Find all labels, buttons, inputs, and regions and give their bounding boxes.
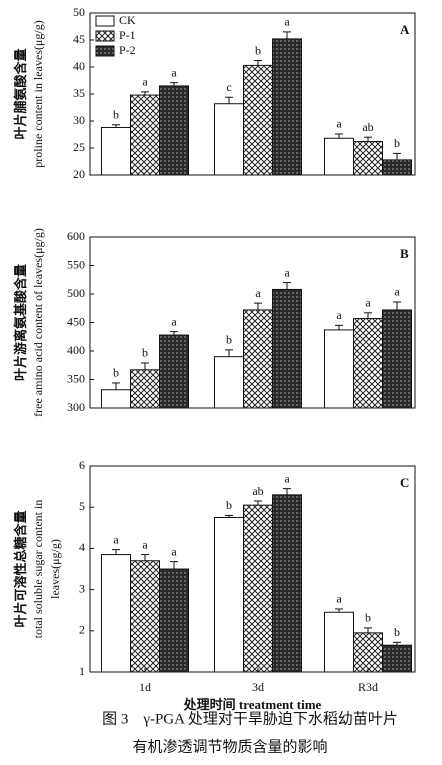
- significance-letter: b: [113, 108, 119, 122]
- bar: [214, 103, 244, 176]
- bar: [382, 644, 412, 673]
- panel-label: B: [400, 246, 409, 261]
- bar: [382, 309, 412, 409]
- caption: 图 3 γ-PGA 处理对干旱胁迫下水稻幼苗叶片: [102, 710, 398, 727]
- y-axis-title: 叶片脯氨酸含量: [13, 48, 28, 139]
- y-tick-label: 2: [79, 623, 85, 637]
- legend-label: CK: [119, 13, 136, 27]
- bar: [159, 334, 189, 409]
- significance-letter: a: [284, 265, 290, 279]
- bar: [214, 356, 244, 409]
- y-axis-title: 叶片可溶性总糖含量: [13, 510, 28, 627]
- y-tick-label: 6: [79, 458, 85, 472]
- panel-label: A: [400, 22, 410, 37]
- significance-letter: b: [226, 333, 232, 347]
- panel-label: C: [400, 475, 409, 490]
- significance-letter: b: [394, 136, 400, 150]
- bar: [272, 38, 302, 176]
- caption: 有机渗透调节物质含量的影响: [132, 738, 327, 755]
- y-axis-title: leaves(μg/g): [48, 539, 62, 599]
- significance-letter: a: [113, 532, 119, 546]
- legend-label: P-1: [119, 28, 136, 42]
- bar: [101, 554, 131, 673]
- significance-letter: a: [255, 286, 261, 300]
- x-tick-label: 3d: [252, 680, 264, 694]
- significance-letter: a: [142, 75, 148, 89]
- y-tick-label: 550: [67, 257, 85, 271]
- bar: [130, 560, 160, 673]
- y-tick-label: 35: [73, 86, 85, 100]
- legend-swatch: [95, 30, 115, 42]
- bar: [243, 504, 273, 673]
- y-tick-label: 450: [67, 314, 85, 328]
- y-tick-label: 25: [73, 140, 85, 154]
- y-axis-title: 叶片游离氨基酸含量: [13, 264, 28, 381]
- y-tick-label: 50: [73, 5, 85, 19]
- significance-letter: a: [336, 117, 342, 131]
- significance-letter: a: [336, 592, 342, 606]
- bar: [353, 141, 383, 176]
- legend-swatch: [95, 45, 115, 57]
- bar: [324, 329, 354, 409]
- significance-letter: a: [171, 544, 177, 558]
- y-axis-title: free amino acid content of leaves(μg/g): [31, 228, 45, 417]
- bar: [130, 94, 160, 176]
- bar: [324, 137, 354, 176]
- bar: [243, 64, 273, 176]
- legend-label: P-2: [119, 43, 136, 57]
- significance-letter: ab: [362, 120, 373, 134]
- bar: [101, 126, 131, 176]
- significance-letter: a: [284, 471, 290, 485]
- significance-letter: a: [336, 308, 342, 322]
- significance-letter: b: [142, 346, 148, 360]
- bar: [272, 494, 302, 673]
- y-tick-label: 400: [67, 343, 85, 357]
- y-tick-label: 300: [67, 400, 85, 414]
- x-tick-label: R3d: [358, 680, 378, 694]
- y-tick-label: 40: [73, 59, 85, 73]
- bar: [353, 632, 383, 673]
- bar: [159, 568, 189, 673]
- y-tick-label: 4: [79, 540, 85, 554]
- bar: [272, 288, 302, 409]
- y-tick-label: 500: [67, 286, 85, 300]
- significance-letter: b: [255, 43, 261, 57]
- significance-letter: b: [113, 366, 119, 380]
- y-axis-title: total soluble sugar content in: [31, 500, 45, 639]
- legend-swatch: [95, 15, 115, 27]
- x-axis-title: 处理时间 treatment time: [183, 697, 322, 712]
- y-tick-label: 3: [79, 581, 85, 595]
- significance-letter: a: [171, 314, 177, 328]
- significance-letter: a: [365, 296, 371, 310]
- bar: [353, 318, 383, 409]
- significance-letter: a: [142, 537, 148, 551]
- significance-letter: b: [394, 625, 400, 639]
- significance-letter: a: [284, 15, 290, 29]
- y-tick-label: 5: [79, 499, 85, 513]
- bar: [324, 611, 354, 673]
- significance-letter: b: [226, 498, 232, 512]
- y-tick-label: 1: [79, 664, 85, 678]
- x-tick-label: 1d: [139, 680, 151, 694]
- bar: [243, 309, 273, 409]
- bar: [159, 85, 189, 176]
- bar: [101, 389, 131, 409]
- y-tick-label: 45: [73, 32, 85, 46]
- y-axis-title: proline content in leaves(μg/g): [31, 20, 45, 167]
- significance-letter: c: [226, 80, 231, 94]
- significance-letter: b: [365, 611, 371, 625]
- bar: [214, 517, 244, 673]
- y-tick-label: 20: [73, 167, 85, 181]
- bar: [130, 369, 160, 409]
- y-tick-label: 350: [67, 371, 85, 385]
- y-tick-label: 600: [67, 229, 85, 243]
- significance-letter: a: [394, 285, 400, 299]
- significance-letter: a: [171, 65, 177, 79]
- significance-letter: ab: [252, 484, 263, 498]
- y-tick-label: 30: [73, 113, 85, 127]
- bar: [382, 159, 412, 176]
